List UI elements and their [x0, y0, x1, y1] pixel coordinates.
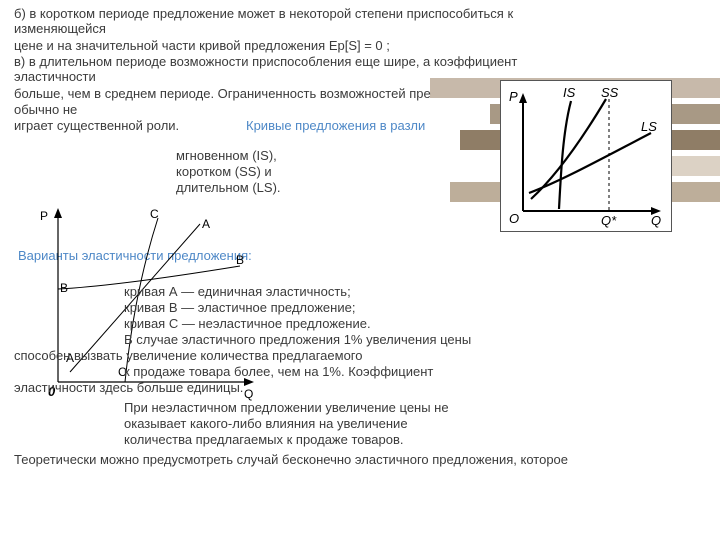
label-o: O: [509, 211, 519, 226]
label-ls: LS: [641, 119, 657, 134]
desc-e2: оказывает какого-либо влияния на увеличе…: [124, 416, 408, 431]
para-b2: цене и на значительной части кривой пред…: [14, 38, 390, 53]
axis-p: P: [40, 209, 48, 223]
para-b: б) в коротком периоде предложение может …: [14, 6, 574, 36]
label-q: Q: [651, 213, 661, 228]
desc-2: способен вызвать увеличение количества п…: [14, 348, 362, 363]
curve-a: кривая А — единичная эластичность;: [124, 284, 351, 299]
curve-b: кривая В — эластичное предложение;: [124, 300, 355, 315]
para-c: в) в длительном периоде возможности прис…: [14, 54, 574, 84]
label-ss: SS: [601, 85, 619, 100]
desc-e3: количества предлагаемых к продаже товаро…: [124, 432, 403, 447]
label-p: P: [509, 89, 518, 104]
para-c3: обычно не: [14, 102, 77, 117]
lbl-b-top: B: [236, 253, 244, 267]
legend-ls: длительном (LS).: [176, 180, 281, 195]
label-is: IS: [563, 85, 576, 100]
label-qs: Q*: [601, 213, 617, 228]
heading-curves: Кривые предложения в разли: [246, 118, 425, 133]
diagram-supply-periods: P IS SS LS O Q* Q: [500, 80, 672, 232]
lbl-a-top: A: [202, 217, 210, 231]
desc-3: к продаже товара более, чем на 1%. Коэфф…: [124, 364, 433, 379]
desc-f1: Теоретически можно предусмотреть случай …: [14, 452, 714, 467]
desc-1: В случае эластичного предложения 1% увел…: [124, 332, 471, 347]
curve-c: кривая С — неэластичное предложение.: [124, 316, 371, 331]
lbl-b-left: B: [60, 281, 68, 295]
para-c2: больше, чем в среднем периоде. Ограничен…: [14, 86, 431, 101]
desc-e1: При неэластичном предложении увеличение …: [124, 400, 449, 415]
legend-ss: коротком (SS) и: [176, 164, 272, 179]
legend-is: мгновенном (IS),: [176, 148, 277, 163]
para-c4: играет существенной роли.: [14, 118, 179, 133]
lbl-c-top: C: [150, 207, 159, 221]
axis-q: Q: [244, 387, 253, 401]
desc-4: эластичности здесь больше единицы.: [14, 380, 243, 395]
